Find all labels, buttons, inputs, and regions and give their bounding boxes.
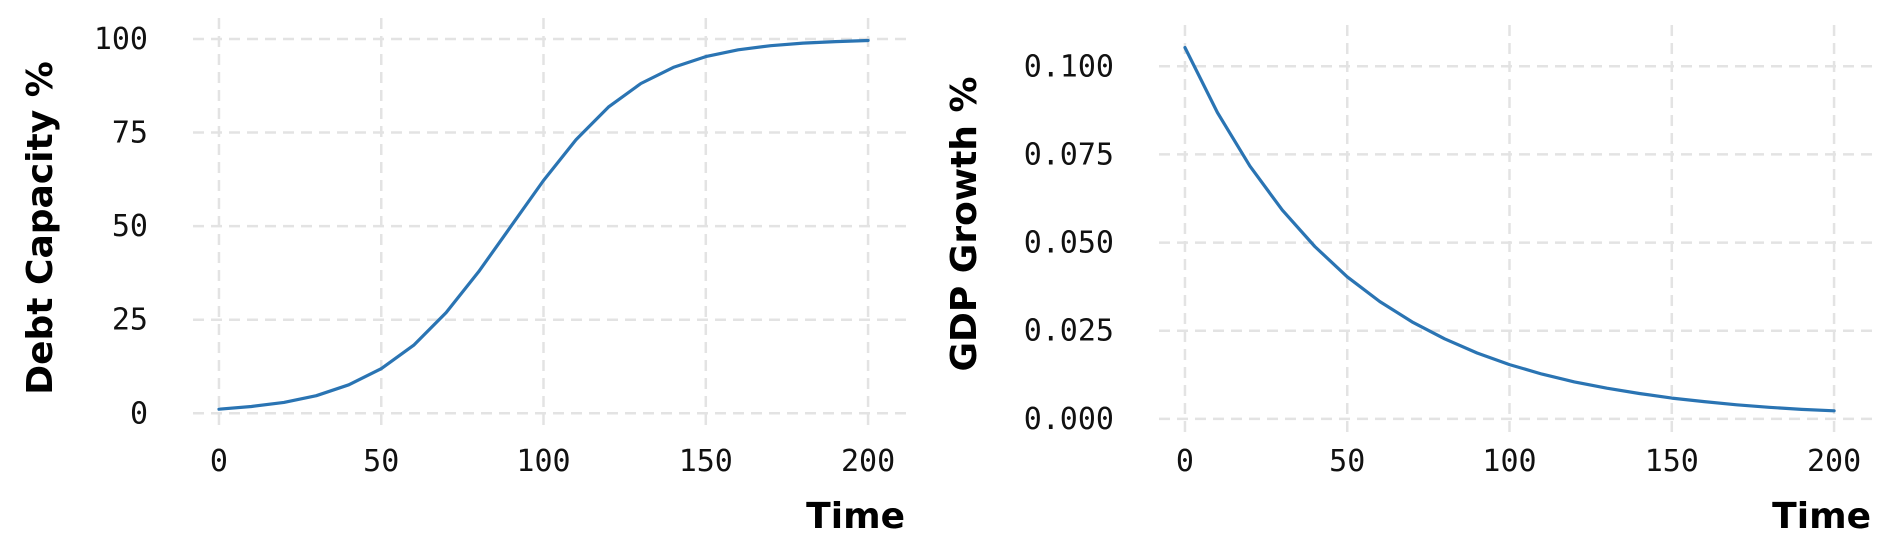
chart-gdp-growth: 0 50 100 150 200 0.000 0.025 0.050 0.075 0.100 Ti…	[944, 25, 1873, 537]
x-tick-label: 200	[1807, 444, 1861, 479]
x-tick-label: 150	[679, 444, 733, 479]
x-tick-label: 0	[210, 444, 228, 479]
y-tick-label: 50	[112, 209, 148, 244]
x-tick-label: 100	[516, 444, 570, 479]
x-tick-label: 50	[1329, 444, 1365, 479]
y-tick-label: 0.025	[1024, 314, 1114, 349]
y-tick-label: 25	[112, 303, 148, 338]
chart-debt-capacity: 0 50 100 150 200 0 25 50 75 100 Time Debt Capacit…	[20, 18, 907, 537]
grid-debt-capacity	[193, 18, 907, 432]
y-tick-label: 0.075	[1024, 137, 1114, 172]
x-tick-label: 0	[1176, 444, 1194, 479]
y-tick-label: 100	[94, 22, 148, 57]
series-line	[217, 38, 870, 411]
ticks-debt-capacity: 0 50 100 150 200 0 25 50 75 100	[94, 22, 895, 479]
x-tick-label: 150	[1645, 444, 1699, 479]
series-gdp-growth	[1183, 46, 1836, 413]
y-tick-label: 0.000	[1024, 402, 1114, 437]
y-tick-label: 0.100	[1024, 49, 1114, 84]
series-line	[1183, 46, 1836, 413]
x-tick-label: 50	[363, 444, 399, 479]
y-axis-title: Debt Capacity %	[20, 61, 61, 395]
y-tick-label: 75	[112, 116, 148, 151]
x-tick-label: 100	[1482, 444, 1536, 479]
x-tick-label: 200	[841, 444, 895, 479]
grid-gdp-growth	[1159, 25, 1873, 433]
y-tick-label: 0.050	[1024, 226, 1114, 261]
ticks-gdp-growth: 0 50 100 150 200 0.000 0.025 0.050 0.075 0.100	[1024, 49, 1861, 479]
y-axis-title: GDP Growth %	[944, 76, 985, 371]
y-tick-label: 0	[130, 396, 148, 431]
x-axis-title: Time	[1772, 496, 1871, 537]
series-debt-capacity	[217, 38, 870, 411]
x-axis-title: Time	[806, 496, 905, 537]
